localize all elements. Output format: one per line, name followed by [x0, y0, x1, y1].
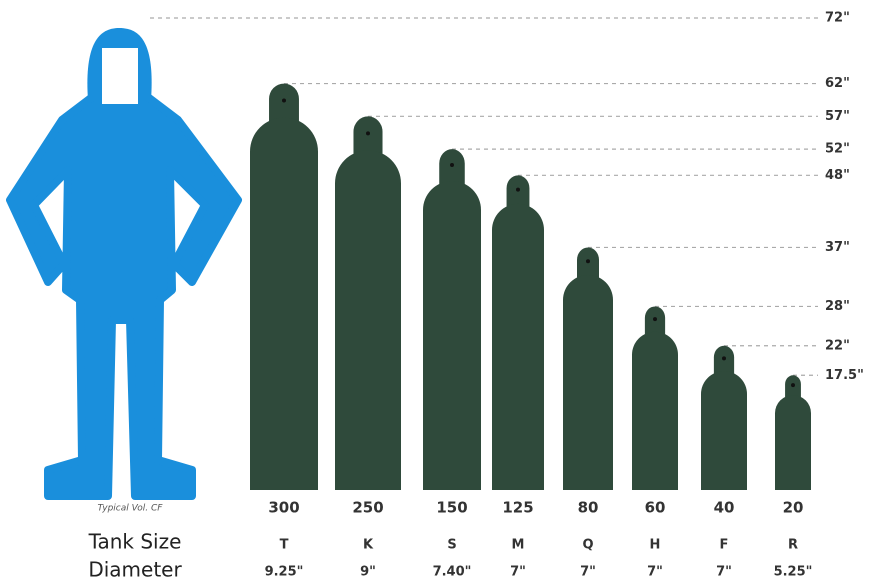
- diameter-value: 9.25": [265, 565, 304, 580]
- height-label: 48": [825, 168, 850, 183]
- tank: [423, 181, 481, 490]
- height-label: 52": [825, 142, 850, 157]
- height-label: 22": [825, 338, 850, 353]
- tank-valve-dot: [366, 131, 370, 136]
- height-label: 57": [825, 109, 850, 124]
- tank-valve-dot: [516, 187, 520, 192]
- person-body: [6, 91, 242, 500]
- height-label: 72": [825, 11, 850, 26]
- diameter-value: 7": [580, 565, 596, 580]
- volume-label: 150: [436, 499, 467, 517]
- tank: [775, 395, 811, 490]
- diameter-value: 7.40": [433, 565, 472, 580]
- tank: [335, 150, 401, 491]
- diameter-value: 7": [647, 565, 663, 580]
- diameter-label: Diameter: [88, 558, 182, 582]
- tank-valve: [506, 175, 530, 212]
- diameter-value: 5.25": [774, 565, 813, 580]
- person-silhouette: [6, 28, 242, 500]
- tank-valve: [577, 247, 599, 283]
- diameter-value: 7": [716, 565, 732, 580]
- height-label: 28": [825, 299, 850, 314]
- tank-valve: [439, 149, 465, 190]
- tank: [632, 331, 678, 490]
- tank-valve-dot: [450, 163, 454, 168]
- tank-valve: [353, 116, 383, 159]
- height-label: 17.5": [825, 368, 864, 383]
- tank: [250, 117, 318, 491]
- x-tick-label: M: [512, 538, 525, 553]
- x-tick-label: K: [363, 538, 374, 553]
- x-tick-label: F: [720, 538, 729, 553]
- tank: [563, 274, 613, 490]
- height-label: 62": [825, 76, 850, 91]
- x-tick-label: H: [650, 538, 661, 553]
- volume-label: 250: [352, 499, 383, 517]
- x-tick-label: T: [280, 538, 289, 553]
- tank-valve-dot: [653, 317, 657, 322]
- diameter-value: 9": [360, 565, 376, 580]
- tank-valve-dot: [282, 98, 286, 103]
- tank-valve-dot: [722, 356, 726, 361]
- size-label: Tank Size: [88, 530, 182, 554]
- tank-valve-dot: [586, 259, 590, 264]
- volume-label: 60: [645, 499, 666, 517]
- tank-valve-dot: [791, 383, 795, 388]
- tank: [492, 203, 544, 490]
- tank-valve: [269, 83, 299, 126]
- volume-label: 20: [783, 499, 804, 517]
- tank: [701, 371, 747, 490]
- tank-valve: [713, 345, 735, 380]
- x-tick-label: Q: [582, 538, 593, 553]
- x-tick-label: R: [788, 538, 798, 553]
- diameter-value: 7": [510, 565, 526, 580]
- x-tick-label: S: [447, 538, 456, 553]
- height-label: 37": [825, 240, 850, 255]
- person-face: [102, 48, 138, 104]
- volume-label: Typical Vol. CF: [98, 504, 164, 514]
- volume-label: 40: [714, 499, 735, 517]
- volume-label: 300: [268, 499, 299, 517]
- volume-label: 125: [502, 499, 533, 517]
- tank-valve: [644, 306, 666, 340]
- volume-label: 80: [578, 499, 599, 517]
